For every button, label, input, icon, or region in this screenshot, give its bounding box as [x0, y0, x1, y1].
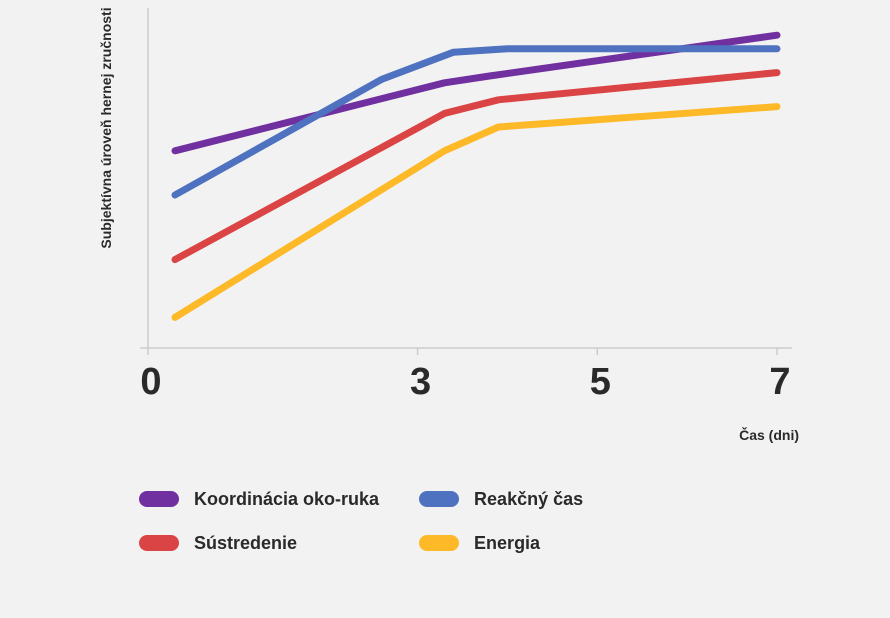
y-axis-title: Subjektívna úroveň hernej zručnosti — [98, 7, 114, 248]
legend-swatch — [139, 535, 179, 551]
legend-item: Koordinácia oko-ruka — [139, 488, 379, 510]
legend-item: Sústredenie — [139, 532, 379, 554]
legend-label: Energia — [474, 532, 541, 553]
series-line-3 — [171, 103, 781, 321]
x-axis-title: Čas (dni) — [739, 426, 799, 443]
legend-swatch — [419, 535, 460, 551]
x-tick-label: 7 — [769, 361, 790, 403]
legend-swatch — [139, 491, 179, 507]
x-tick-label: 3 — [410, 361, 431, 403]
series-line-2 — [171, 69, 781, 264]
x-tick-label: 5 — [590, 361, 611, 403]
legend-label: Reakčný čas — [474, 488, 584, 509]
legend-swatch — [419, 491, 460, 507]
legend-label: Sústredenie — [194, 532, 298, 553]
legend-label: Koordinácia oko-ruka — [194, 488, 380, 509]
legend: Koordinácia oko-ruka Reakčný čas Sústreden… — [139, 488, 583, 554]
x-tick-label: 0 — [140, 361, 161, 403]
legend-item: Reakčný čas — [419, 488, 583, 510]
series-line-1 — [171, 45, 781, 199]
legend-item: Energia — [419, 532, 583, 554]
